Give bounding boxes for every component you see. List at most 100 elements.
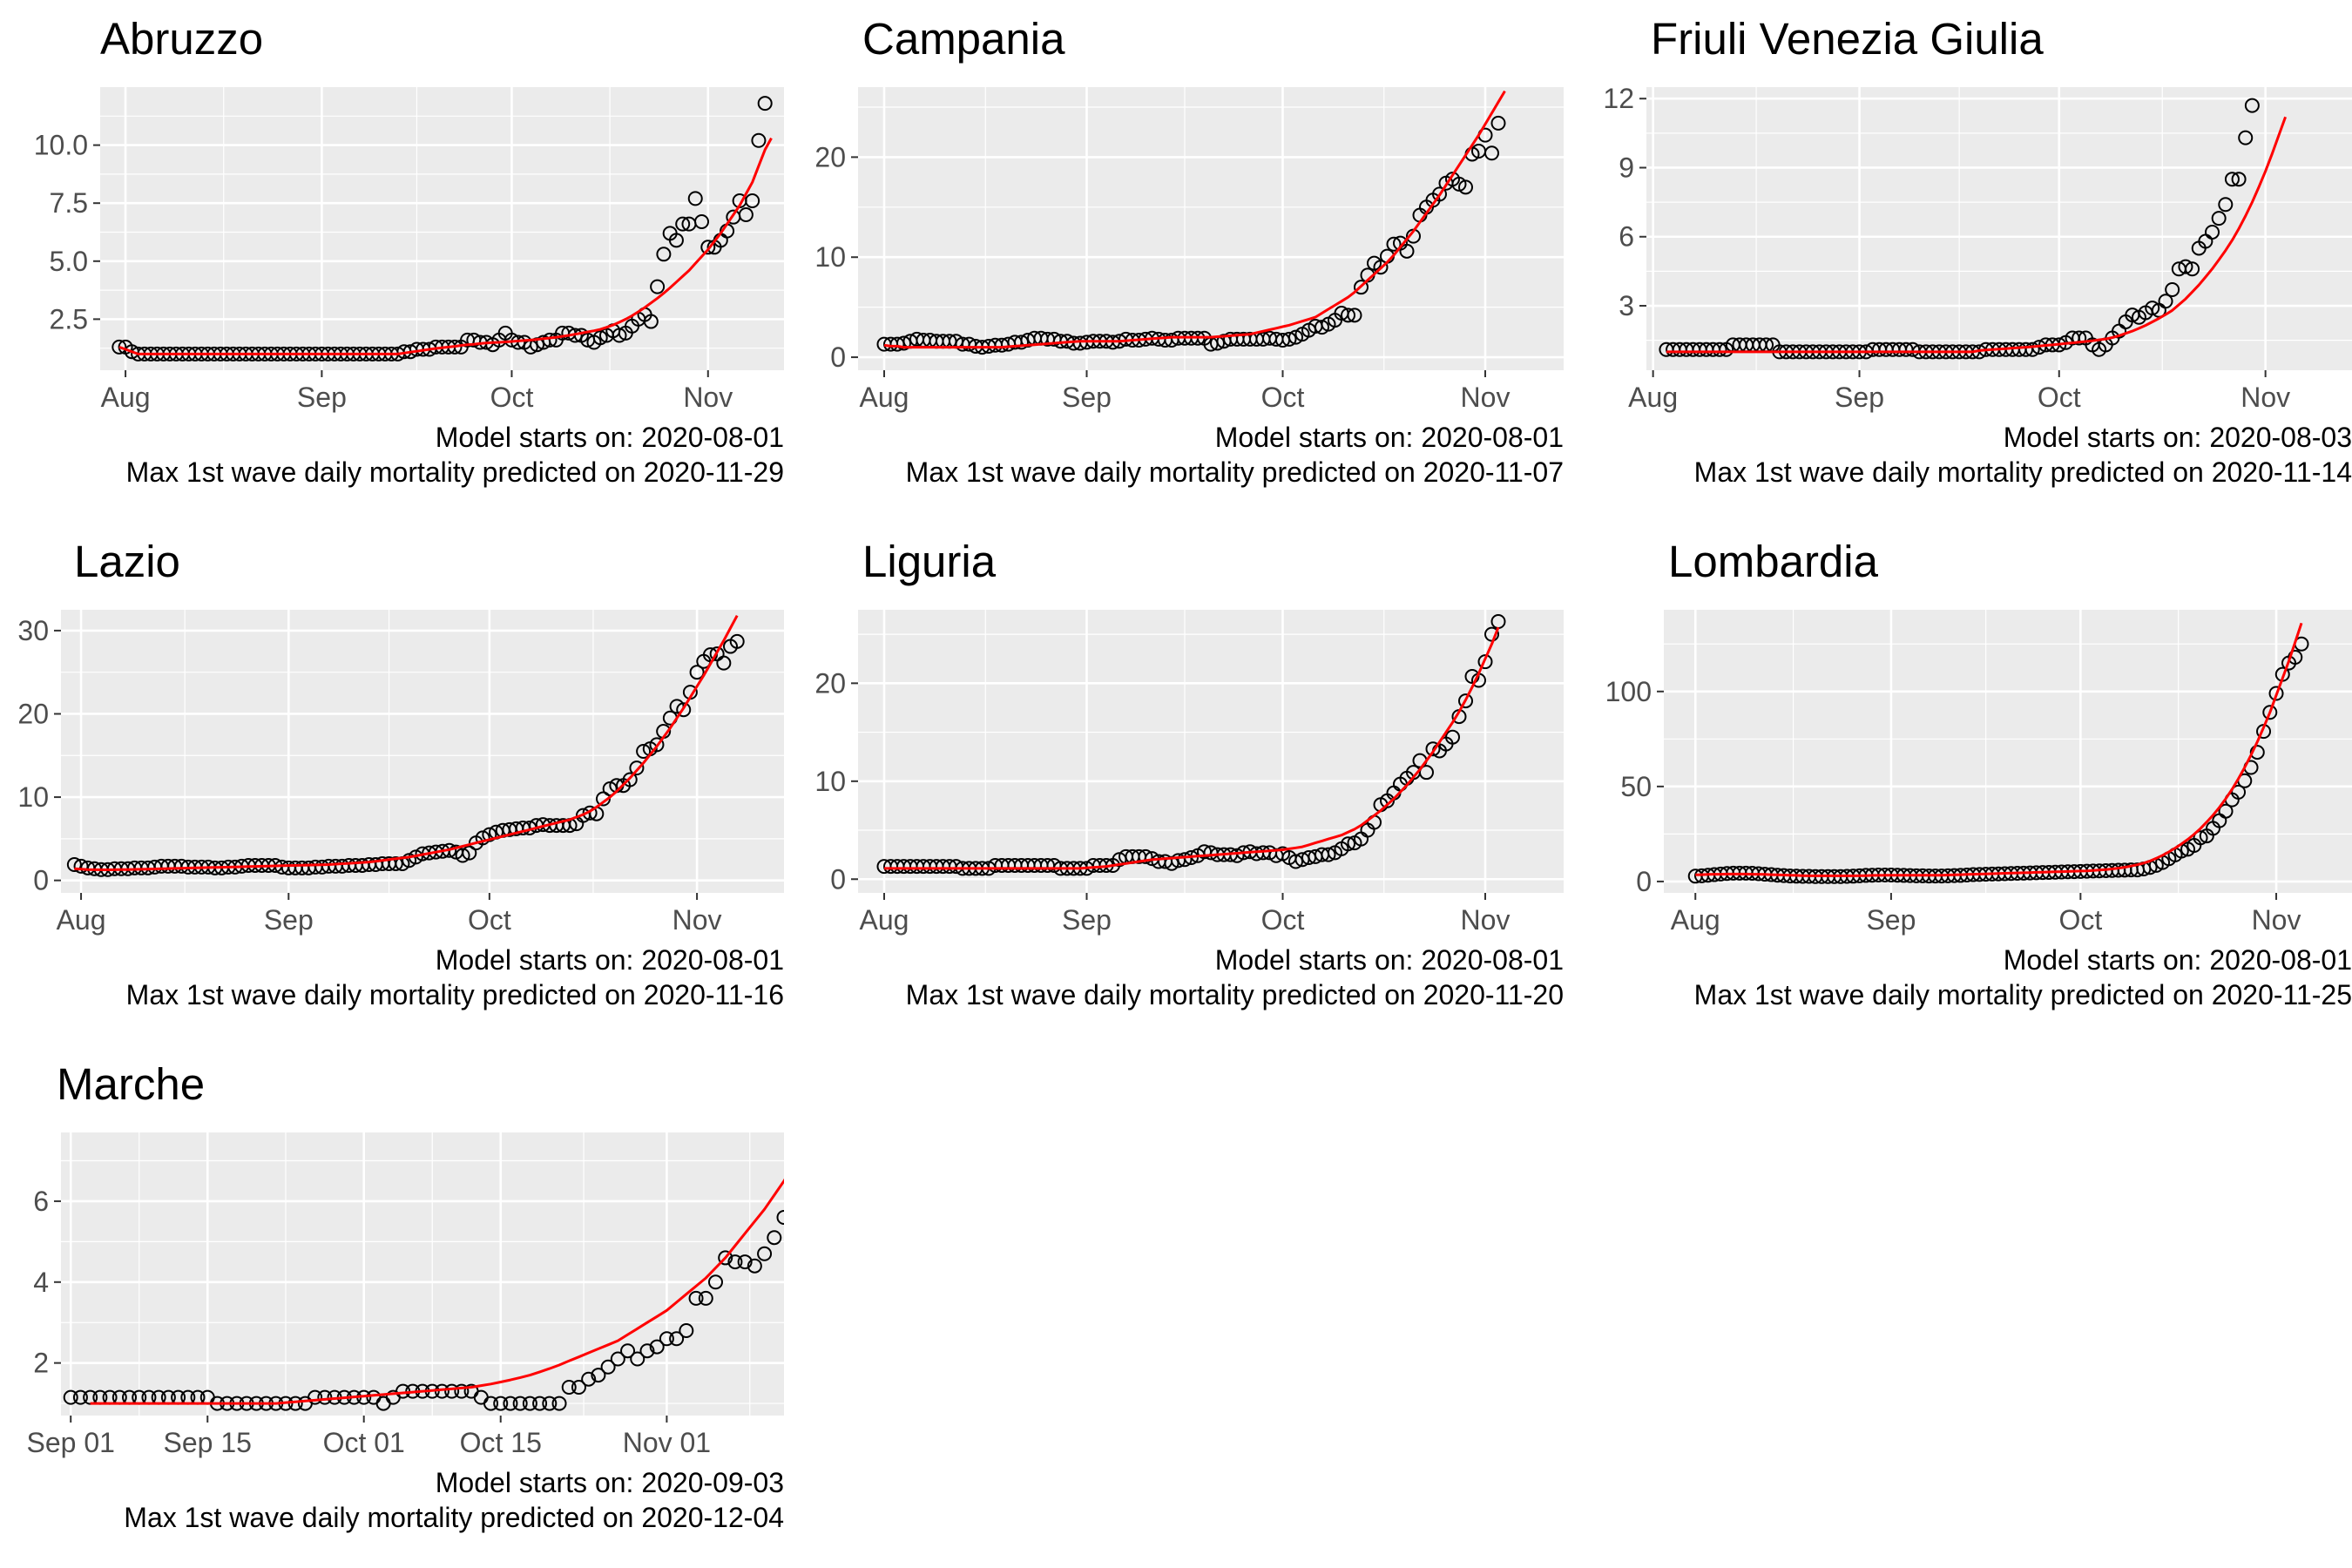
data-point [707,1274,723,1290]
x-tick-label: Sep [264,904,314,936]
x-tick-label: Sep 01 [27,1427,115,1458]
data-point [1458,693,1473,709]
data-point [659,1331,674,1347]
data-point [2244,98,2260,113]
fitted-curve [1666,116,2288,354]
data-point [622,772,638,787]
y-tick-label: 3 [1619,290,1634,321]
data-point [1386,236,1402,252]
plot-background [1646,87,2352,370]
y-tick-label: 7.5 [50,187,88,219]
x-tick-label: Oct 15 [460,1427,542,1458]
max-mortality-caption: Max 1st wave daily mortality predicted o… [124,1502,784,1533]
data-point [2262,705,2278,720]
panel-liguria: Liguria Aug Sep Oct Nov 0 10 20 Model starts on:… [793,527,1564,1041]
data-point [1451,176,1467,192]
data-point [738,207,754,223]
chart-svg: Aug Sep Oct Nov 2.5 5.0 7.5 10.0 [34,87,784,413]
y-tick-label: 12 [1603,83,1634,114]
data-point [1490,115,1506,131]
data-point [1484,145,1499,161]
data-point [1281,331,1297,347]
data-point [522,1396,537,1411]
plot-background [1664,610,2352,893]
data-point [689,665,705,680]
data-point [2178,259,2193,274]
x-tick-label: Nov [672,904,722,936]
y-tick-label: 5.0 [50,246,88,277]
y-tick-label: 2.5 [50,303,88,335]
x-tick-label: Aug [1671,904,1720,936]
y-tick-label: 100 [1605,676,1652,707]
y-tick-label: 50 [1620,771,1652,802]
data-point [317,1389,333,1405]
x-tick-label: Oct [2038,382,2081,413]
data-point [751,132,767,148]
data-point [700,240,716,255]
max-mortality-caption: Max 1st wave daily mortality predicted o… [905,456,1564,488]
y-tick-label: 30 [17,615,49,646]
data-point [1138,848,1153,864]
x-tick-label: Sep [1062,904,1112,936]
data-point [2205,224,2220,240]
fitted-curve [884,626,1500,870]
x-tick-label: Oct [468,904,511,936]
y-tick-label: 6 [33,1186,49,1217]
data-point [2224,172,2240,187]
x-tick-label: Aug [1628,382,1678,413]
data-point [112,339,127,355]
data-point [561,1380,577,1395]
data-point [512,1396,528,1411]
data-point [1347,308,1362,323]
data-point [1354,280,1369,295]
model-start-caption: Model starts on: 2020-08-01 [1214,944,1564,976]
plot-background [100,87,784,370]
y-tick-label: 10 [814,241,846,273]
panel-lazio: Lazio Aug Sep Oct Nov 0 10 20 30 Model starts on:… [13,527,784,1041]
data-point [592,330,608,346]
data-point [1477,654,1493,670]
data-point [1229,848,1245,863]
chart-svg: Aug Sep Oct Nov 0 10 20 [814,610,1564,936]
fitted-curve [883,90,1506,349]
fitted-curve [1695,622,2303,877]
x-tick-label: Nov [2252,904,2301,936]
data-point [676,702,692,718]
data-point [72,1389,88,1405]
data-point [727,1254,743,1270]
x-tick-label: Oct [2058,904,2102,936]
data-point [1014,335,1029,350]
model-start-caption: Model starts on: 2020-08-01 [435,944,784,976]
x-tick-label: Aug [101,382,151,413]
panel-friuli-venezia-giulia: Friuli Venezia Giulia Aug Sep Oct Nov 3 6 9 12 Mo… [1581,4,2352,518]
data-point [688,1290,704,1306]
model-start-caption: Model starts on: 2020-08-01 [2003,944,2352,976]
data-point [757,1246,773,1261]
chart-svg: Aug Sep Oct Nov 0 50 100 [1605,610,2352,936]
data-point [767,1230,782,1246]
data-point [482,827,497,842]
data-point [2231,784,2247,800]
data-point [687,191,703,206]
data-point [2268,686,2284,701]
data-point [551,1396,567,1411]
data-point [747,1258,762,1274]
data-point [679,1323,694,1338]
panel-marche: Marche Sep 01 Sep 15 Oct 01 Oct 15 Nov 01 2 4 6 M… [13,1050,784,1564]
x-tick-label: Aug [860,382,909,413]
panel-title: Marche [57,1059,206,1109]
data-point [388,856,403,872]
data-point [542,332,558,348]
data-point [2072,330,2087,346]
data-point [1341,836,1355,852]
y-tick-label: 6 [1619,221,1634,253]
data-point [2238,130,2254,145]
model-start-caption: Model starts on: 2020-09-03 [435,1467,784,1498]
panel-title: Campania [862,14,1065,64]
y-tick-label: 0 [1636,866,1652,897]
panel-title: Friuli Venezia Giulia [1651,14,2044,64]
y-tick-label: 20 [814,141,846,172]
data-point [630,1351,645,1367]
data-point [1425,741,1441,757]
chart-svg: Aug Sep Oct Nov 0 10 20 30 [17,610,784,936]
